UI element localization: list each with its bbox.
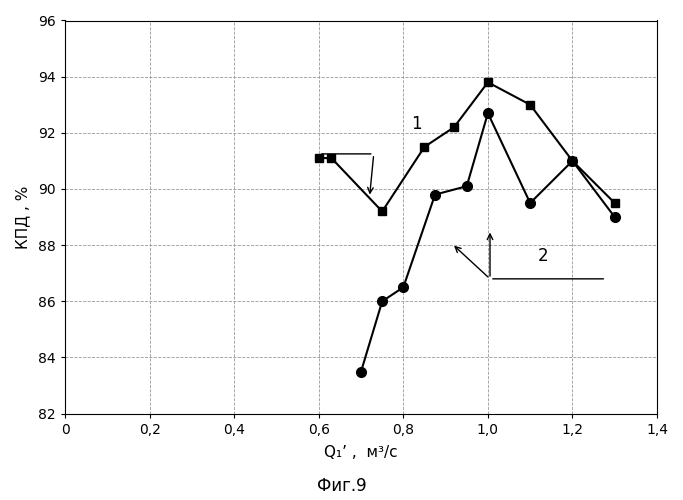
Text: 2: 2 [538, 248, 548, 266]
X-axis label: Q₁’ ,  м³/с: Q₁’ , м³/с [324, 445, 398, 460]
Y-axis label: КПД , %: КПД , % [15, 186, 30, 249]
Text: Фиг.9: Фиг.9 [317, 477, 366, 495]
Text: 1: 1 [410, 116, 421, 134]
